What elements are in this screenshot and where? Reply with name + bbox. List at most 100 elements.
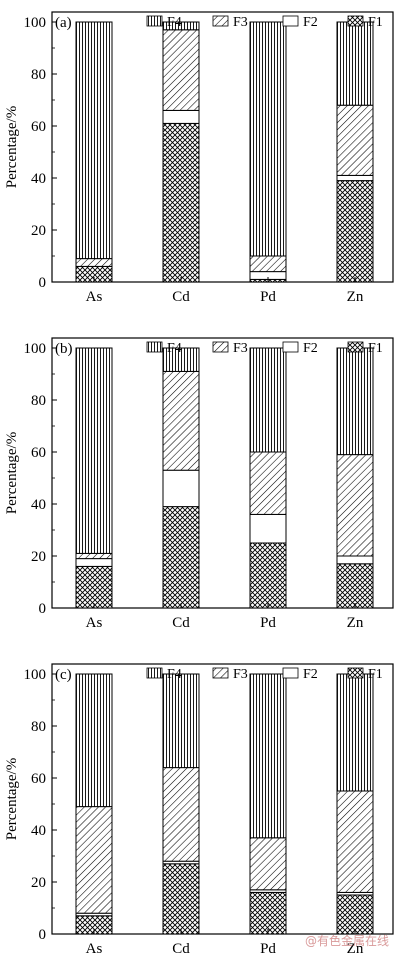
legend-swatch-f4	[146, 341, 163, 353]
y-tick-label: 60	[31, 445, 46, 461]
bar-segment-cd-f2	[162, 109, 200, 124]
legend-label-f1: F1	[368, 15, 383, 30]
bar-segment-zn-f1	[336, 563, 374, 609]
bar-segment-pd-f3	[249, 451, 287, 515]
bar-segment-zn-f4	[336, 673, 374, 792]
legend-swatch-f2	[282, 667, 299, 679]
bar-segment-pd-f4	[249, 673, 287, 839]
bar-segment-zn-f3	[336, 454, 374, 557]
legend-label-f3: F3	[233, 341, 248, 356]
legend-swatch-f4	[146, 667, 163, 679]
y-tick-label: 20	[31, 875, 46, 891]
x-tick-label-pd: Pd	[260, 615, 276, 631]
bar-segment-as-f2	[75, 558, 113, 567]
bar-segment-as-f3	[75, 552, 113, 560]
y-axis-title: Percentage/%	[4, 106, 20, 188]
legend-label-f1: F1	[368, 341, 383, 356]
x-tick-label-cd: Cd	[172, 615, 190, 631]
x-tick-label-as: As	[86, 941, 103, 953]
bar-segment-zn-f2	[336, 555, 374, 565]
bar-segment-cd-f1	[162, 863, 200, 935]
panel-label: (a)	[55, 15, 72, 31]
y-tick-label: 60	[31, 119, 46, 135]
y-tick-label: 80	[31, 719, 46, 735]
plot-frame	[51, 11, 394, 283]
watermark-text: @有色金属在线	[305, 933, 389, 948]
x-tick-label-zn: Zn	[347, 615, 364, 631]
legend-swatch-f3	[212, 341, 229, 353]
panel-label: (b)	[55, 341, 73, 357]
legend-label-f1: F1	[368, 667, 383, 682]
legend-label-f3: F3	[233, 667, 248, 682]
legend-swatch-f3	[212, 667, 229, 679]
y-tick-label: 100	[24, 667, 47, 683]
y-tick-label: 40	[31, 497, 46, 513]
bar-segment-pd-f4	[249, 347, 287, 453]
bar-segment-zn-f2	[336, 174, 374, 182]
y-tick-label: 20	[31, 549, 46, 565]
bar-segment-cd-f4	[162, 21, 200, 31]
x-tick-label-pd: Pd	[260, 941, 276, 953]
y-axis-title: Percentage/%	[4, 758, 20, 840]
legend-swatch-f1	[347, 341, 364, 353]
legend-label-f3: F3	[233, 15, 248, 30]
bar-segment-zn-f4	[336, 21, 374, 106]
y-tick-label: 0	[39, 601, 47, 617]
bar-segment-cd-f4	[162, 673, 200, 769]
bar-segment-cd-f4	[162, 347, 200, 372]
bar-segment-cd-f3	[162, 370, 200, 471]
bar-segment-cd-f3	[162, 29, 200, 111]
bar-segment-cd-f1	[162, 506, 200, 609]
y-tick-label: 100	[24, 15, 47, 31]
bar-segment-zn-f1	[336, 894, 374, 935]
chart-panel-c: 0 20 40 60 80 100 Percentage/% (c) As Cd Pd Zn F4 F3 F…	[4, 663, 394, 953]
bar-segment-pd-f3	[249, 837, 287, 891]
bar-segment-pd-f2	[249, 513, 287, 544]
legend-label-f2: F2	[303, 15, 318, 30]
plot-frame	[51, 337, 394, 609]
bar-segment-zn-f3	[336, 790, 374, 893]
y-tick-label: 100	[24, 341, 47, 357]
y-tick-label: 40	[31, 823, 46, 839]
chart-panel-a: 0 20 40 60 80 100 Percentage/% (a) As Cd Pd Zn F4 F3 F…	[4, 11, 394, 305]
legend-swatch-f3	[212, 15, 229, 27]
bar-segment-as-f4	[75, 21, 113, 260]
bar-segment-cd-f1	[162, 122, 200, 283]
bar-segment-as-f3	[75, 806, 113, 914]
y-tick-label: 40	[31, 171, 46, 187]
y-tick-label: 0	[39, 275, 47, 291]
x-tick-label-as: As	[86, 615, 103, 631]
y-axis-title: Percentage/%	[4, 432, 20, 514]
legend-swatch-f4	[146, 15, 163, 27]
bar-segment-pd-f1	[249, 891, 287, 935]
legend-swatch-f2	[282, 15, 299, 27]
bar-segment-cd-f3	[162, 767, 200, 862]
bar-segment-zn-f3	[336, 104, 374, 176]
plot-frame	[51, 663, 394, 935]
bar-segment-zn-f4	[336, 347, 374, 456]
y-tick-label: 80	[31, 393, 46, 409]
bar-segment-pd-f4	[249, 21, 287, 257]
bar-segment-as-f4	[75, 347, 113, 554]
chart-panel-b: 0 20 40 60 80 100 Percentage/% (b) As Cd Pd Zn F4 F3 F…	[4, 337, 394, 631]
legend-label-f4: F4	[167, 15, 182, 30]
bar-segment-pd-f3	[249, 255, 287, 273]
bar-segment-as-f4	[75, 673, 113, 808]
legend-label-f4: F4	[167, 341, 182, 356]
legend-swatch-f1	[347, 667, 364, 679]
bar-segment-pd-f1	[249, 542, 287, 609]
bar-segment-cd-f2	[162, 469, 200, 508]
x-tick-label-as: As	[86, 289, 103, 305]
x-tick-label-zn: Zn	[347, 941, 364, 953]
y-tick-label: 80	[31, 67, 46, 83]
legend-swatch-f2	[282, 341, 299, 353]
legend-label-f4: F4	[167, 667, 182, 682]
y-tick-label: 0	[39, 927, 47, 943]
y-tick-label: 60	[31, 771, 46, 787]
x-tick-label-zn: Zn	[347, 289, 364, 305]
legend-swatch-f1	[347, 15, 364, 27]
x-tick-label-pd: Pd	[260, 289, 276, 305]
bar-segment-as-f3	[75, 258, 113, 267]
x-tick-label-cd: Cd	[172, 289, 190, 305]
